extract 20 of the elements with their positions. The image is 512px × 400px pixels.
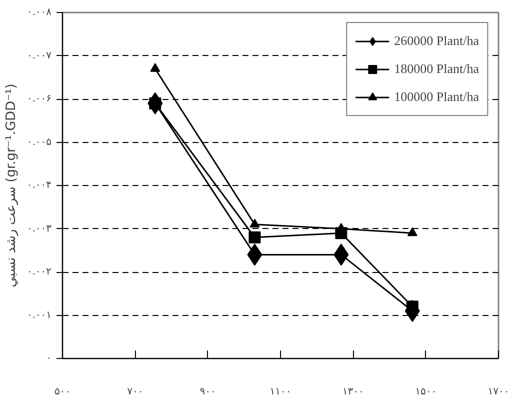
x-tick-label: ۷۰۰ — [127, 386, 144, 398]
legend-label: 100000 Plant/ha — [394, 89, 479, 105]
y-tick-label: ۰.۰۰۲ — [26, 266, 52, 278]
y-tick-label: ۰.۰۰۳ — [26, 223, 52, 234]
x-tick-label: ۵۰۰ — [54, 386, 71, 398]
y-tick-label: ۰.۰۰۶ — [26, 94, 52, 104]
x-tick-label: ۹۰۰ — [200, 386, 216, 398]
legend-label: 260000 Plant/ha — [394, 33, 479, 49]
x-tick-label: ۱۵۰۰ — [415, 386, 437, 398]
y-tick-label: ۰.۰۰۱ — [26, 310, 52, 321]
x-tick-label: ۱۱۰۰ — [270, 386, 292, 398]
legend-label: 180000 Plant/ha — [394, 61, 479, 77]
y-tick-label: ۰.۰۰۵ — [26, 136, 52, 148]
y-tick-label: ۰.۰۰۸ — [26, 7, 52, 18]
y-tick-label: ۰.۰۰۷ — [26, 50, 52, 62]
y-axis-title: سرعت رشد نسبي (gr.gr⁻¹.GDD⁻¹) — [4, 84, 19, 288]
y-tick-label: ۰.۰۰۴ — [26, 180, 52, 191]
x-tick-label: ۱۳۰۰ — [342, 386, 364, 398]
y-tick-label: ۰ — [46, 353, 52, 364]
x-tick-label: ۱۷۰۰ — [488, 386, 510, 398]
